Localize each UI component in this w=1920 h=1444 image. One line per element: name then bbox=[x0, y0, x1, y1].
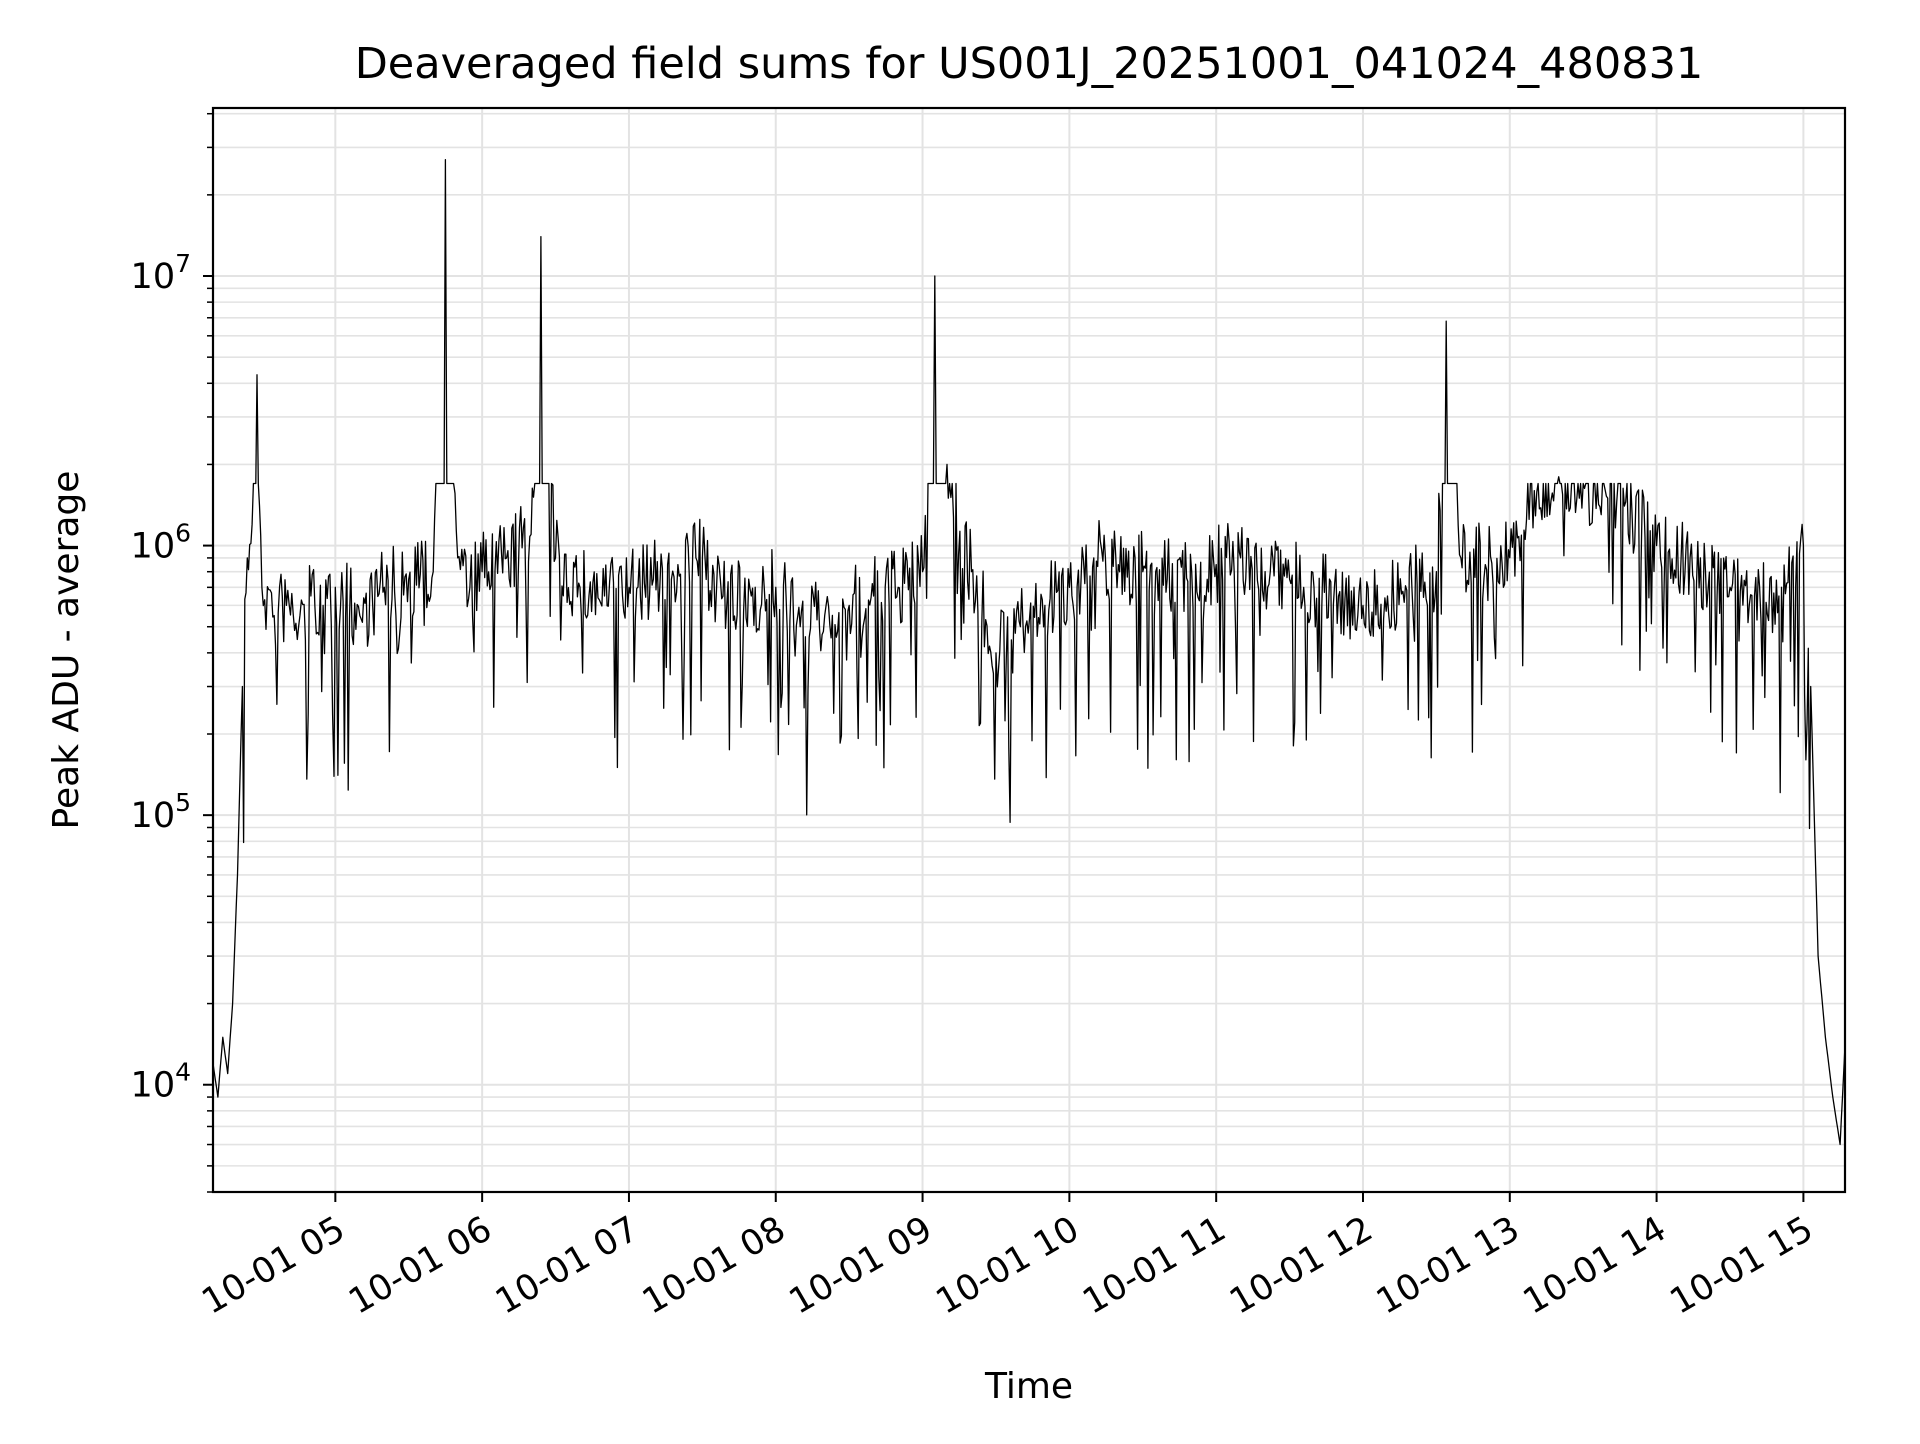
x-axis-label: Time bbox=[984, 1366, 1073, 1407]
chart-title: Deaveraged field sums for US001J_2025100… bbox=[355, 39, 1704, 89]
y-tick-label: 104 bbox=[131, 1058, 191, 1106]
y-tick-label: 107 bbox=[131, 249, 191, 297]
y-axis-label: Peak ADU - average bbox=[46, 471, 87, 830]
series-line bbox=[212, 159, 1846, 1146]
y-tick-labels: 104 105 106 107 bbox=[131, 249, 191, 1106]
y-tick-label: 105 bbox=[131, 788, 191, 836]
series-layer bbox=[212, 159, 1846, 1146]
axis-ticks bbox=[203, 112, 1805, 1202]
y-tick-label: 106 bbox=[131, 519, 191, 567]
plot-area-frame bbox=[211, 106, 1847, 1194]
grid-lines bbox=[213, 108, 1845, 1193]
